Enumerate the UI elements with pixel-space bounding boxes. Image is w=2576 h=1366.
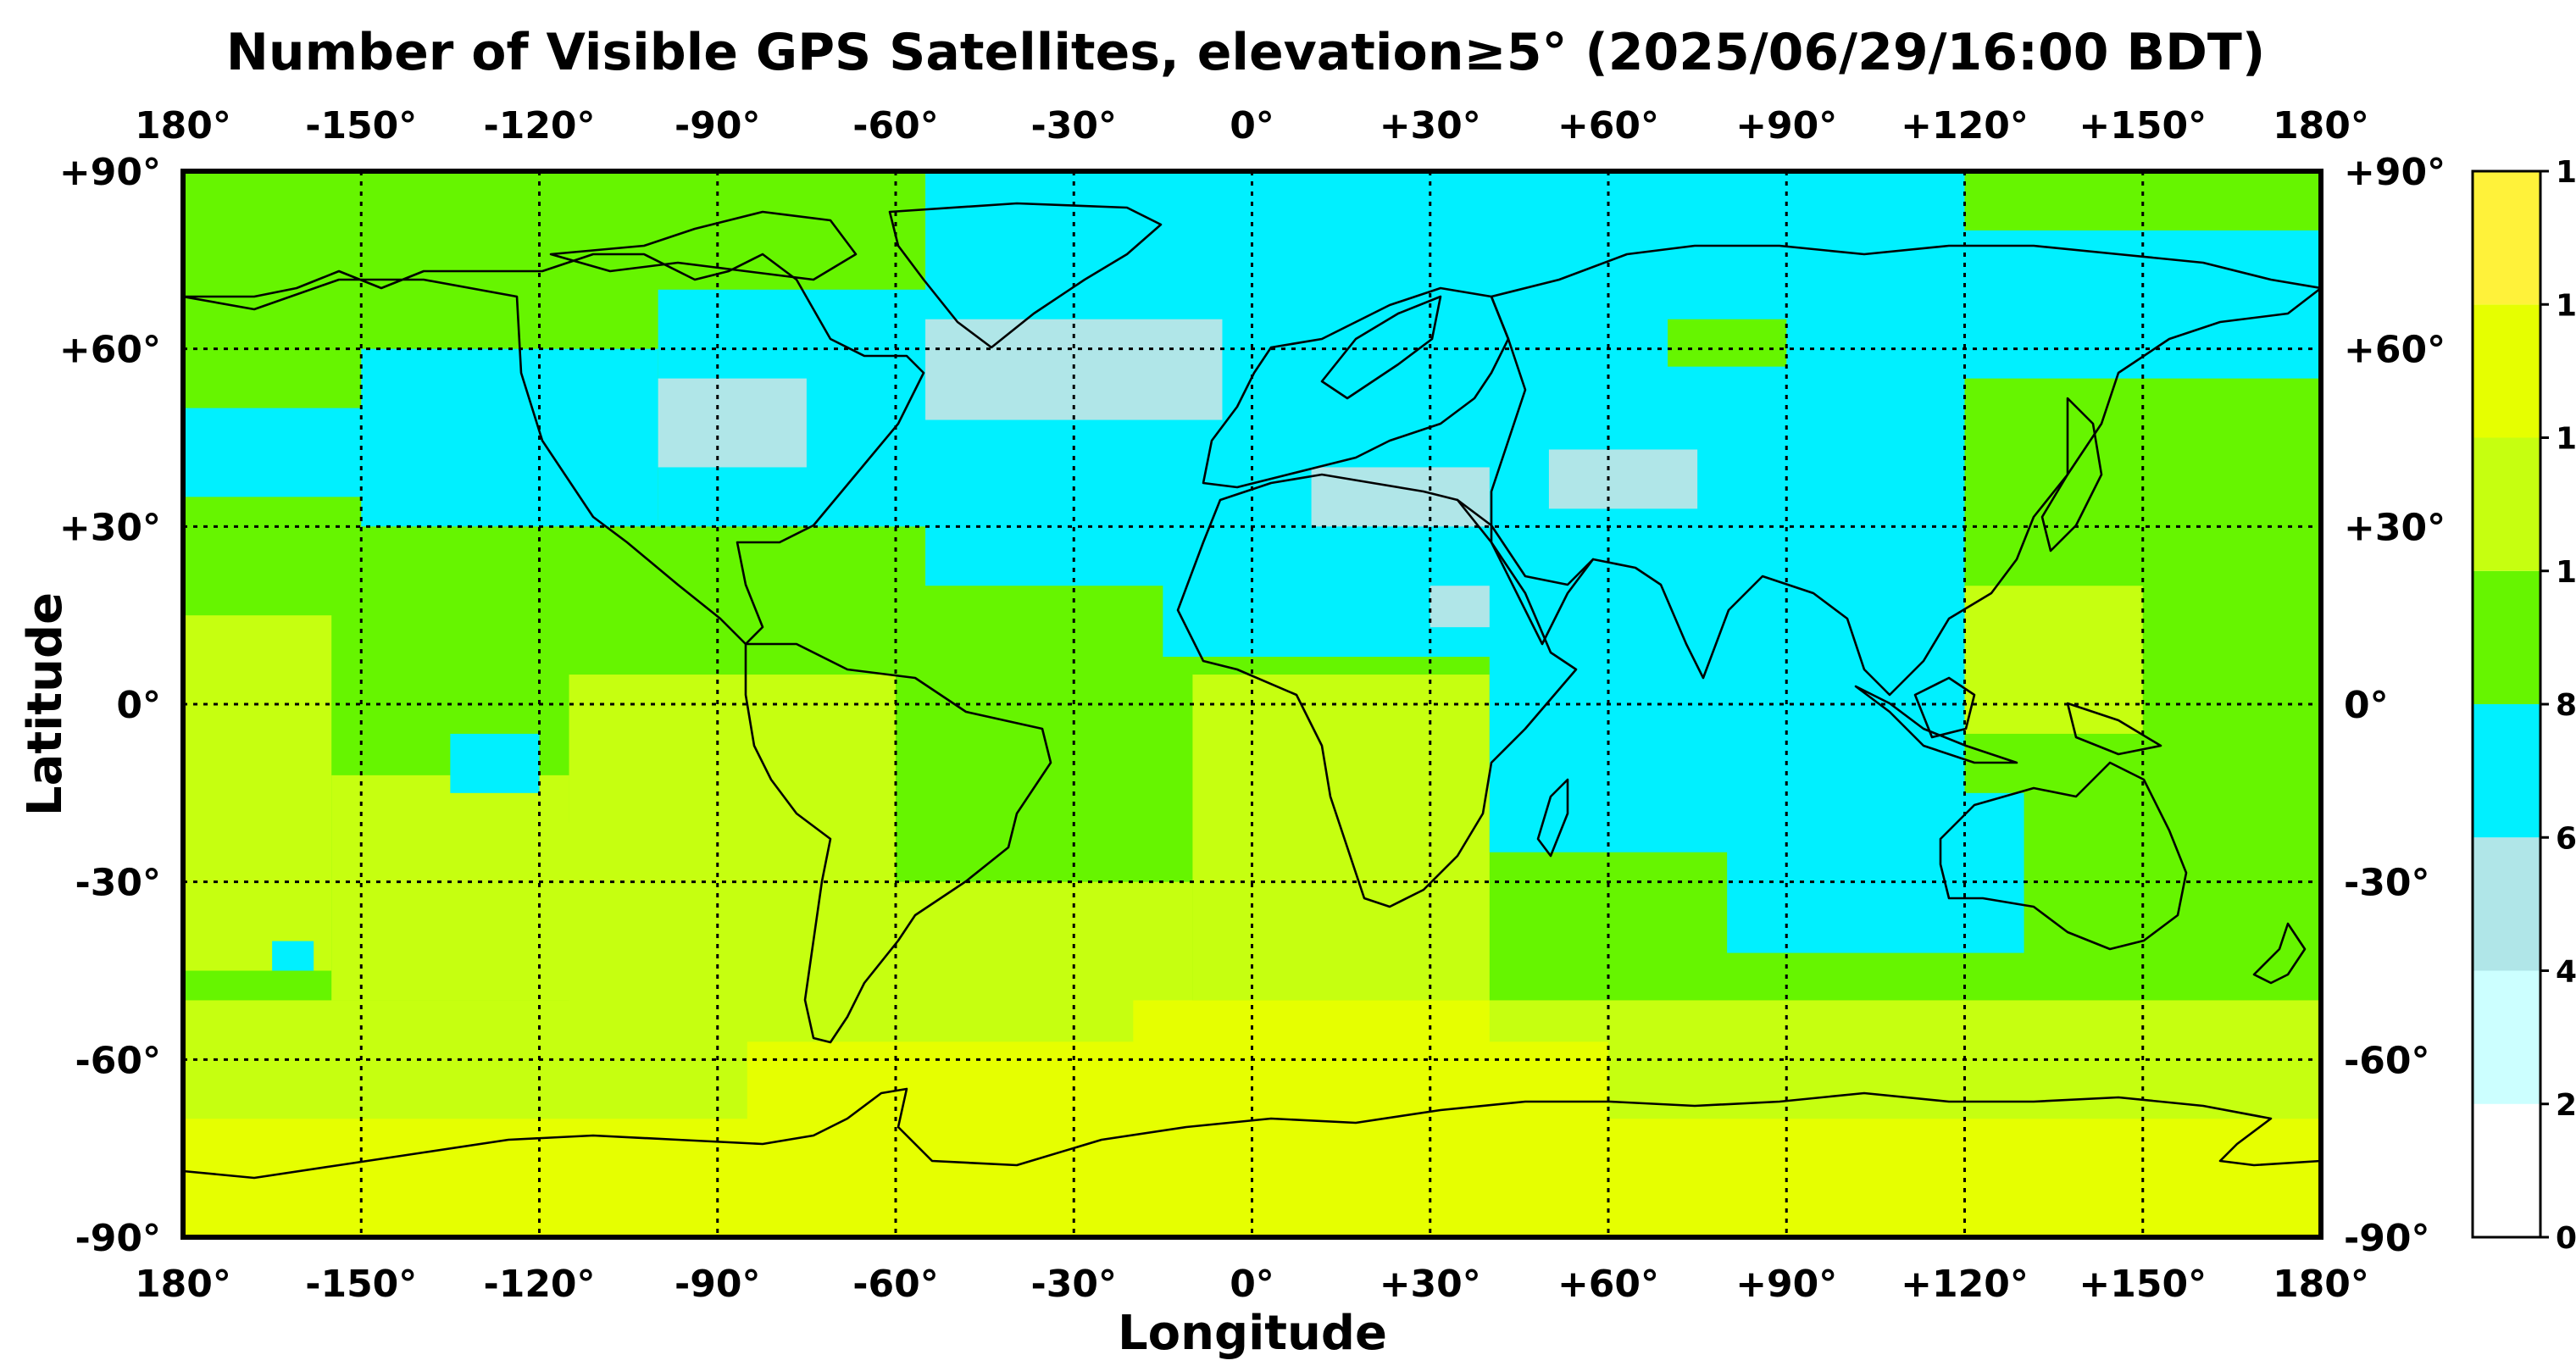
y-tick-label-left-3: 0° [116, 684, 161, 727]
x-tick-labels-top: 180° -150° -120° -90° -60° -30° 0° +30° +60° +90°… [135, 104, 2369, 147]
x-tick-label-bottom-10: +120° [1901, 1263, 2029, 1306]
colorbar-tick-label-5: 10 [2556, 555, 2576, 590]
y-tick-label-right-3: 0° [2344, 684, 2389, 727]
x-tick-label-top-5: -30° [1031, 104, 1118, 147]
map-frame [180, 169, 2323, 1240]
colorbar-segment-6 [2473, 304, 2540, 438]
colorbar-tick-label-2: 4 [2556, 955, 2576, 990]
x-tick-label-bottom-8: +60° [1557, 1263, 1659, 1306]
y-tick-labels-right: +90° +60° +30° 0° -30° -60° -90° [2344, 151, 2446, 1260]
colorbar-tick-label-7: 14 [2556, 288, 2576, 323]
heatmap-region-22 [658, 378, 807, 468]
heatmap-region-25 [1548, 449, 1698, 509]
x-tick-label-top-8: +60° [1557, 104, 1659, 147]
x-tick-label-bottom-1: -150° [305, 1263, 417, 1306]
chart-title: Number of Visible GPS Satellites, elevat… [226, 23, 2266, 82]
x-tick-label-top-7: +30° [1380, 104, 1481, 147]
colorbar-segment-0 [2473, 1103, 2540, 1237]
colorbar-tick-label-1: 2 [2556, 1088, 2576, 1123]
graticule-grid [183, 171, 2321, 1237]
x-tick-label-top-1: -150° [305, 104, 417, 147]
heatmap-region-6 [569, 822, 807, 1030]
y-tick-label-left-6: -90° [75, 1217, 162, 1260]
y-tick-label-right-5: -60° [2344, 1039, 2430, 1082]
x-tick-label-bottom-7: +30° [1380, 1263, 1481, 1306]
colorbar-tick-label-4: 8 [2556, 688, 2576, 723]
heatmap-region-18 [1727, 792, 2024, 953]
x-tick-label-bottom-4: -60° [852, 1263, 939, 1306]
x-tick-labels-bottom: 180° -150° -120° -90° -60° -30° 0° +30° +60° +90°… [135, 1263, 2369, 1306]
colorbar-segment-5 [2473, 437, 2540, 571]
y-tick-label-left-4: -30° [75, 862, 162, 905]
heatmap-region-13 [361, 348, 658, 527]
y-tick-label-right-6: -90° [2344, 1217, 2430, 1260]
heatmap-region-3 [183, 615, 332, 971]
x-tick-label-top-12: 180° [2273, 104, 2369, 147]
y-tick-label-right-4: -30° [2344, 862, 2430, 905]
heatmap-region-12 [183, 408, 362, 497]
colorbar [2471, 169, 2542, 1239]
x-tick-label-top-2: -120° [483, 104, 595, 147]
heatmap-region-27 [183, 171, 243, 278]
x-tick-label-bottom-11: +150° [2079, 1263, 2207, 1306]
x-tick-label-bottom-6: 0° [1230, 1263, 1274, 1306]
y-tick-label-left-2: +30° [59, 506, 161, 549]
y-tick-label-right-1: +60° [2344, 329, 2446, 372]
x-tick-label-top-9: +90° [1735, 104, 1837, 147]
y-tick-label-left-1: +60° [59, 329, 161, 372]
x-tick-label-bottom-5: -30° [1031, 1263, 1118, 1306]
x-tick-label-bottom-0: 180° [135, 1263, 231, 1306]
y-tick-label-right-2: +30° [2344, 506, 2446, 549]
heatmap-region-8 [1192, 675, 1490, 1001]
colorbar-segment-4 [2473, 570, 2540, 704]
heatmap-region-26 [1430, 586, 1490, 628]
colorbar-tick-label-8: 16 [2556, 155, 2576, 190]
x-tick-label-top-11: +150° [2079, 104, 2207, 147]
y-axis-label: Latitude [18, 592, 73, 816]
x-tick-label-top-6: 0° [1230, 104, 1274, 147]
colorbar-segment-1 [2473, 970, 2540, 1104]
heatmap-region-21 [272, 941, 314, 971]
heatmap-region-28 [1668, 319, 1787, 367]
heatmap-region-20 [450, 733, 540, 793]
y-tick-label-right-0: +90° [2344, 151, 2446, 194]
heatmap-region-11 [1133, 1000, 1490, 1090]
colorbar-tick-label-3: 6 [2556, 821, 2576, 856]
y-tick-label-left-0: +90° [59, 151, 161, 194]
x-tick-label-top-0: 180° [135, 104, 231, 147]
colorbar-tick-label-6: 12 [2556, 422, 2576, 457]
x-tick-label-top-4: -60° [852, 104, 939, 147]
x-axis-label: Longitude [1118, 1306, 1387, 1361]
coastline-overlay [183, 202, 2321, 1180]
colorbar-segment-2 [2473, 837, 2540, 971]
y-tick-labels-left: +90° +60° +30° 0° -30° -60° -90° [59, 151, 161, 1260]
x-tick-label-bottom-3: -90° [675, 1263, 761, 1306]
colorbar-segment-3 [2473, 704, 2540, 838]
y-tick-label-left-5: -60° [75, 1039, 162, 1082]
x-tick-label-top-10: +120° [1901, 104, 2029, 147]
heatmap-region-4 [331, 775, 569, 1001]
x-tick-label-bottom-2: -120° [483, 1263, 595, 1306]
colorbar-segment-7 [2473, 171, 2540, 305]
colorbar-tick-label-0: 0 [2556, 1221, 2576, 1256]
x-tick-label-top-3: -90° [675, 104, 761, 147]
colorbar-tick-labels: 0 2 4 6 8 10 12 14 16 [2540, 155, 2576, 1256]
x-tick-label-bottom-9: +90° [1735, 1263, 1837, 1306]
x-tick-label-bottom-12: 180° [2273, 1263, 2369, 1306]
heatmap-region-17 [1489, 171, 1965, 852]
